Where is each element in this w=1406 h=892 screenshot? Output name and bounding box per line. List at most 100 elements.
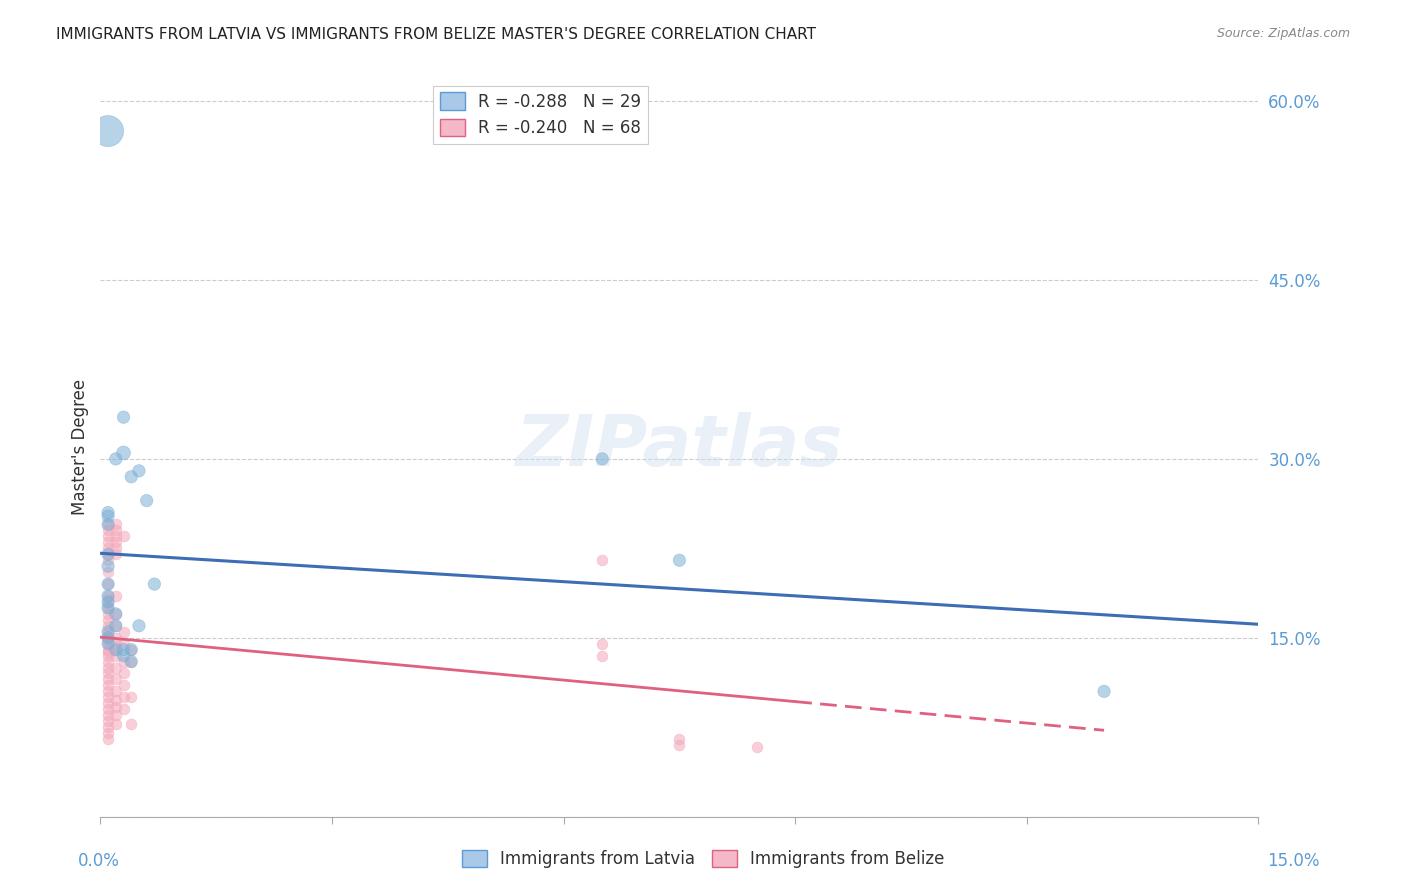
Point [104, 535, 127, 549]
Point [112, 624, 135, 639]
Point [97, 684, 120, 698]
Point [97, 565, 120, 579]
Point [112, 529, 135, 543]
Point [112, 678, 135, 692]
Legend: Immigrants from Latvia, Immigrants from Belize: Immigrants from Latvia, Immigrants from … [456, 843, 950, 875]
Point [104, 607, 127, 621]
Point [120, 642, 142, 657]
Point [668, 553, 690, 567]
Point [97, 655, 120, 669]
Point [591, 553, 613, 567]
Point [112, 648, 135, 663]
Point [112, 446, 135, 460]
Point [97, 702, 120, 716]
Point [97, 595, 120, 609]
Point [112, 642, 135, 657]
Point [97, 642, 120, 657]
Point [97, 577, 120, 591]
Point [112, 690, 135, 705]
Point [1092, 684, 1115, 698]
Point [97, 607, 120, 621]
Point [97, 589, 120, 603]
Point [97, 645, 120, 659]
Point [104, 648, 127, 663]
Point [120, 655, 142, 669]
Point [97, 517, 120, 532]
Point [97, 631, 120, 645]
Point [104, 541, 127, 556]
Point [104, 716, 127, 731]
Point [97, 613, 120, 627]
Point [104, 631, 127, 645]
Point [143, 577, 166, 591]
Point [104, 642, 127, 657]
Point [97, 708, 120, 723]
Point [668, 732, 690, 747]
Point [97, 673, 120, 687]
Point [104, 692, 127, 706]
Point [668, 738, 690, 752]
Point [104, 517, 127, 532]
Point [591, 637, 613, 651]
Point [745, 740, 768, 755]
Point [97, 633, 120, 648]
Point [97, 624, 120, 639]
Point [97, 601, 120, 615]
Point [120, 716, 142, 731]
Point [104, 708, 127, 723]
Point [104, 619, 127, 633]
Point [97, 509, 120, 524]
Y-axis label: Master's Degree: Master's Degree [72, 379, 89, 515]
Point [128, 464, 150, 478]
Point [104, 673, 127, 687]
Point [97, 547, 120, 561]
Point [97, 678, 120, 692]
Point [97, 637, 120, 651]
Point [97, 637, 120, 651]
Point [97, 547, 120, 561]
Text: 0.0%: 0.0% [77, 852, 120, 870]
Text: IMMIGRANTS FROM LATVIA VS IMMIGRANTS FROM BELIZE MASTER'S DEGREE CORRELATION CHA: IMMIGRANTS FROM LATVIA VS IMMIGRANTS FRO… [56, 27, 817, 42]
Point [591, 648, 613, 663]
Point [104, 660, 127, 674]
Point [104, 642, 127, 657]
Point [97, 124, 120, 138]
Point [120, 690, 142, 705]
Point [120, 642, 142, 657]
Point [591, 451, 613, 466]
Point [97, 666, 120, 681]
Point [97, 624, 120, 639]
Point [135, 493, 157, 508]
Point [112, 637, 135, 651]
Point [97, 660, 120, 674]
Point [97, 506, 120, 520]
Point [104, 529, 127, 543]
Point [104, 547, 127, 561]
Point [97, 535, 120, 549]
Point [97, 601, 120, 615]
Point [97, 517, 120, 532]
Point [104, 637, 127, 651]
Point [97, 690, 120, 705]
Point [112, 702, 135, 716]
Point [104, 589, 127, 603]
Text: ZIPatlas: ZIPatlas [516, 412, 844, 482]
Point [97, 714, 120, 728]
Point [112, 410, 135, 425]
Point [97, 559, 120, 574]
Point [112, 666, 135, 681]
Point [97, 529, 120, 543]
Point [104, 619, 127, 633]
Point [104, 524, 127, 538]
Point [97, 726, 120, 740]
Point [104, 451, 127, 466]
Point [97, 595, 120, 609]
Legend: R = -0.288   N = 29, R = -0.240   N = 68: R = -0.288 N = 29, R = -0.240 N = 68 [433, 86, 648, 144]
Point [97, 541, 120, 556]
Point [97, 524, 120, 538]
Text: 15.0%: 15.0% [1267, 852, 1320, 870]
Point [97, 696, 120, 710]
Point [97, 631, 120, 645]
Point [120, 655, 142, 669]
Point [104, 684, 127, 698]
